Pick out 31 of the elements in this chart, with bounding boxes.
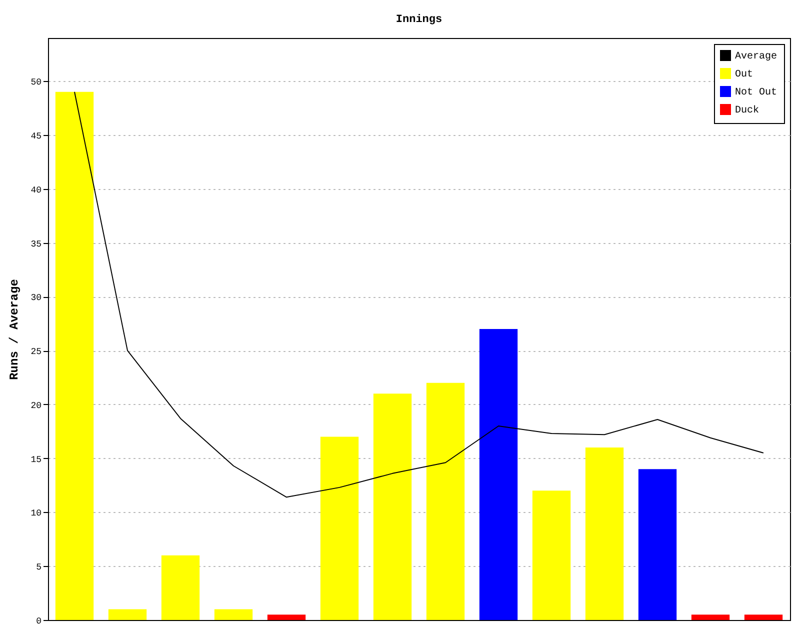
legend-label: Duck <box>735 104 760 116</box>
bar <box>267 614 306 620</box>
legend-label: Out <box>735 70 754 80</box>
bar <box>373 394 412 620</box>
y-axis-title: Runs / Average <box>8 279 22 380</box>
y-tick-label: 5 <box>36 562 42 573</box>
legend-label: Not Out <box>735 88 778 98</box>
bar <box>744 614 783 620</box>
y-tick-label: 50 <box>30 78 42 88</box>
y-tick-label: 45 <box>30 132 42 142</box>
bar <box>585 448 624 620</box>
y-tick-label: 25 <box>30 347 42 358</box>
y-tick-label: 0 <box>36 616 42 626</box>
y-tick-label: 20 <box>30 400 42 411</box>
bar <box>161 555 200 620</box>
chart-title: Innings <box>396 14 442 26</box>
bar <box>691 614 730 620</box>
bar <box>320 436 359 620</box>
y-tick-label: 40 <box>30 185 42 196</box>
y-tick-label: 30 <box>30 293 42 304</box>
bar <box>532 490 571 620</box>
y-tick-label: 35 <box>30 239 42 250</box>
y-tick-label: 10 <box>30 508 42 519</box>
bar <box>426 382 465 620</box>
bar <box>108 609 147 620</box>
bar <box>214 609 253 620</box>
bar <box>638 469 677 620</box>
legend-label: Average <box>735 52 778 62</box>
y-tick-label: 15 <box>30 454 42 465</box>
bar <box>55 92 94 620</box>
bar <box>479 329 518 620</box>
